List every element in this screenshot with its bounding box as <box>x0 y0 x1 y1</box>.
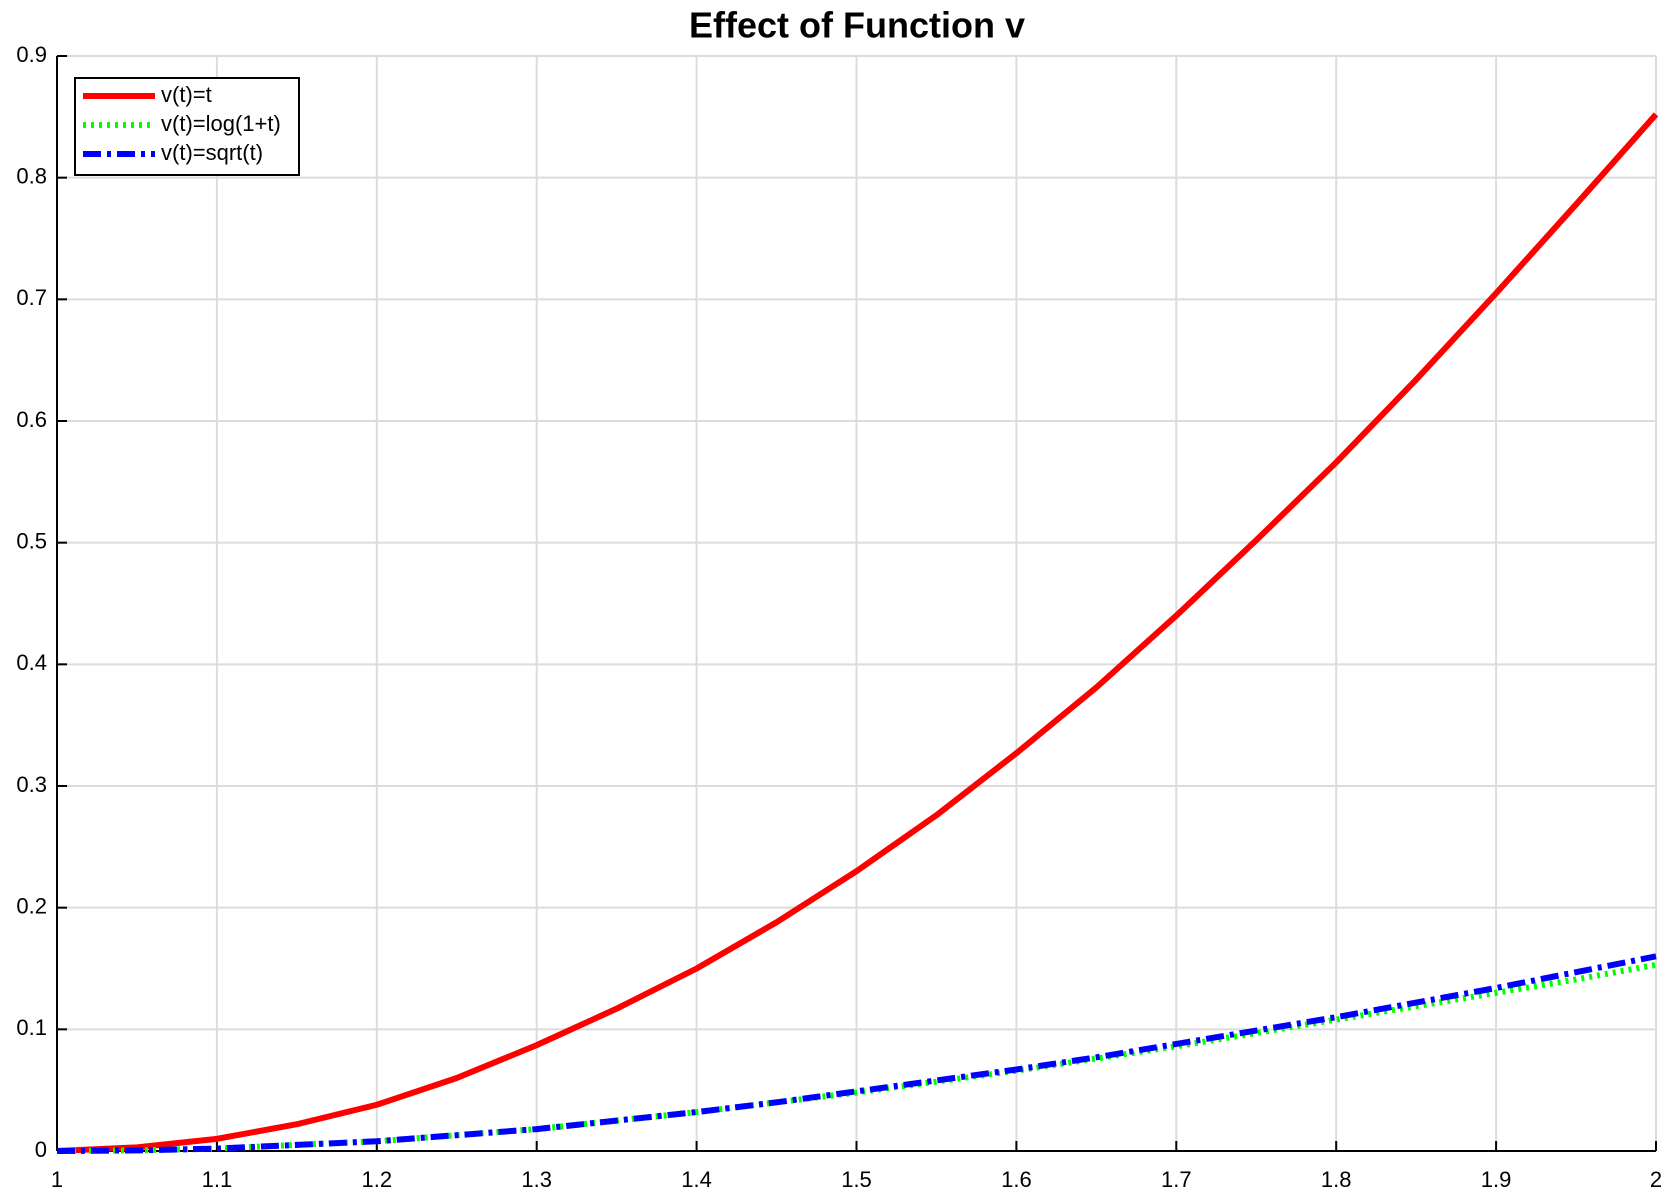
line-series <box>56 961 1657 1154</box>
x-tick-label: 1.5 <box>841 1167 872 1192</box>
legend-label: v(t)=sqrt(t) <box>161 140 263 165</box>
y-tick-label: 0.8 <box>16 163 47 188</box>
y-tick-label: 0.7 <box>16 285 47 310</box>
legend-label: v(t)=t <box>161 82 212 107</box>
x-tick-label: 2 <box>1650 1167 1662 1192</box>
x-tick-label: 1 <box>51 1167 63 1192</box>
legend: v(t)=t v(t)=log(1+t) v(t)=sqrt(t) <box>74 77 300 176</box>
x-tick-label: 1.2 <box>362 1167 393 1192</box>
x-tick-label: 1.4 <box>681 1167 712 1192</box>
y-tick-label: 0.5 <box>16 528 47 553</box>
x-tick-label: 1.9 <box>1481 1167 1512 1192</box>
line-series <box>56 953 1657 1154</box>
y-tick-label: 0.6 <box>16 407 47 432</box>
y-tick-label: 0.3 <box>16 772 47 797</box>
legend-label: v(t)=log(1+t) <box>161 111 281 136</box>
y-tick-label: 0 <box>35 1137 47 1162</box>
y-tick-label: 0.9 <box>16 42 47 67</box>
x-tick-label: 1.7 <box>1161 1167 1192 1192</box>
line-series <box>56 112 1659 1154</box>
y-tick-label: 0.4 <box>16 650 47 675</box>
x-tick-label: 1.1 <box>202 1167 233 1192</box>
chart-title: Effect of Function v <box>689 5 1025 46</box>
x-tick-label: 1.8 <box>1321 1167 1352 1192</box>
y-tick-label: 0.1 <box>16 1015 47 1040</box>
x-tick-label: 1.3 <box>521 1167 552 1192</box>
x-tick-label: 1.6 <box>1001 1167 1032 1192</box>
y-tick-label: 0.2 <box>16 893 47 918</box>
